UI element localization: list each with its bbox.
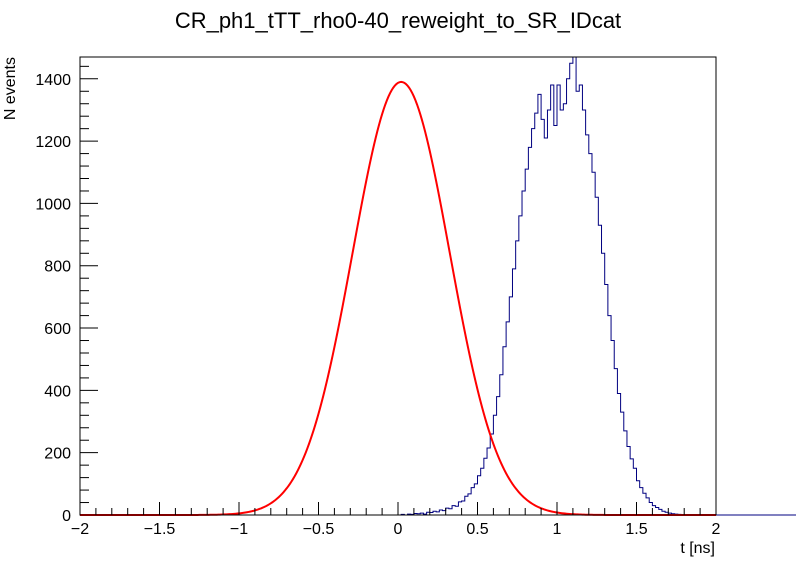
x-tick-label: −1.5 [144,521,176,538]
histogram-bin [586,135,589,515]
histogram-bin [592,172,595,515]
histogram-bin [595,197,598,515]
histogram-bin [554,126,557,515]
histogram-bin [605,284,608,515]
y-tick-label: 400 [44,383,71,400]
histogram-layer [80,56,796,516]
histogram-bin [570,63,573,515]
x-tick-label: 0.5 [466,521,488,538]
histogram-bin [506,322,509,515]
y-axis-title: N events [2,57,19,120]
y-tick-label: 800 [44,259,71,276]
histogram-bin [525,169,528,515]
y-axis-ticks [80,65,98,516]
histogram-bin [582,110,585,515]
histogram-bin [579,85,582,515]
x-tick-label: 1 [553,521,562,538]
histogram-bin [573,57,576,515]
histogram-bin [535,113,538,515]
histogram-bin [608,316,611,515]
histogram-bin [602,253,605,515]
histogram-outline [80,56,796,516]
histogram-bin [528,147,531,515]
histogram-bin [522,191,525,515]
histogram-bin [551,85,554,515]
histogram-bin [560,110,563,515]
x-tick-label: −2 [71,521,89,538]
x-axis-tick-labels: −2 −1.5 −1 −0.5 0 0.5 1 1.5 2 [71,521,721,538]
histogram-bin [449,509,452,515]
x-axis-ticks [79,502,717,515]
histogram-bin [567,79,570,515]
histogram-bin [598,225,601,515]
histogram-bin [541,119,544,515]
y-tick-label: 1200 [35,134,71,151]
y-tick-label: 1400 [35,72,71,89]
x-tick-label: −0.5 [303,521,335,538]
histogram-bin [544,138,547,515]
histogram-bin [519,216,522,515]
x-tick-label: 0 [394,521,403,538]
y-tick-label: 1000 [35,196,71,213]
histogram-bin [557,85,560,515]
histogram-bin [455,506,458,515]
chart-title: CR_ph1_tTT_rho0-40_reweight_to_SR_IDcat [175,8,621,33]
histogram-bin [547,110,550,515]
x-tick-label: −1 [230,521,248,538]
y-axis-tick-labels: 0 200 400 600 800 1000 1200 1400 [35,72,71,525]
y-tick-label: 0 [62,508,71,525]
x-axis-title: t [ns] [680,540,715,557]
histogram-bin [532,129,535,515]
histogram-bin [512,269,515,515]
histogram-bin [589,154,592,515]
histogram-bin [576,91,579,515]
x-tick-label: 1.5 [625,521,647,538]
y-tick-label: 600 [44,321,71,338]
histogram-bin [563,104,566,515]
histogram-bin [538,94,541,515]
histogram-bin [468,494,471,515]
histogram-bin [516,241,519,515]
y-tick-label: 200 [44,446,71,463]
x-tick-label: 2 [712,521,721,538]
